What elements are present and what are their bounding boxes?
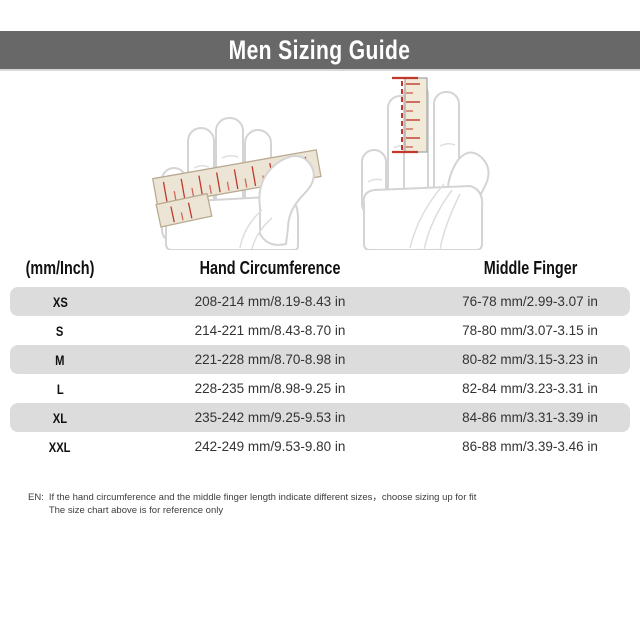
hand-circumference-value: 208-214 mm/8.19-8.43 in xyxy=(194,294,346,309)
table-row-xl: XL 235-242 mm/9.25-9.53 in 84-86 mm/3.31… xyxy=(10,403,630,432)
middle-finger-value: 84-86 mm/3.31-3.39 in xyxy=(462,410,598,425)
page-title: Men Sizing Guide xyxy=(229,34,411,65)
middle-finger-value: 78-80 mm/3.07-3.15 in xyxy=(462,323,598,338)
table-row-xs: XS 208-214 mm/8.19-8.43 in 76-78 mm/2.99… xyxy=(10,287,630,316)
hand-circumference-value: 235-242 mm/9.25-9.53 in xyxy=(194,410,346,425)
table-row-s: S 214-221 mm/8.43-8.70 in 78-80 mm/3.07-… xyxy=(10,316,630,345)
size-label: S xyxy=(56,322,64,339)
size-table: (mm/Inch) Hand Circumference Middle Fing… xyxy=(10,250,630,461)
footnote-line-2: The size chart above is for reference on… xyxy=(48,505,224,516)
title-bar: Men Sizing Guide xyxy=(0,31,640,71)
size-label: L xyxy=(56,380,64,397)
hand-circumference-value: 221-228 mm/8.70-8.98 in xyxy=(194,352,346,367)
footnote-language-label: EN: xyxy=(28,492,44,503)
size-label: XXL xyxy=(49,438,71,455)
size-label: XS xyxy=(52,293,68,310)
table-row-l: L 228-235 mm/8.98-9.25 in 82-84 mm/3.23-… xyxy=(10,374,630,403)
size-label: XL xyxy=(52,409,68,426)
size-label: M xyxy=(55,351,65,368)
column-header-hand-circumference: Hand Circumference xyxy=(199,258,341,278)
hand-circumference-icon xyxy=(151,117,322,250)
table-row-xxl: XXL 242-249 mm/9.53-9.80 in 86-88 mm/3.3… xyxy=(10,432,630,461)
table-header-row: (mm/Inch) Hand Circumference Middle Fing… xyxy=(10,250,630,287)
middle-finger-value: 76-78 mm/2.99-3.07 in xyxy=(462,294,598,309)
middle-finger-value: 86-88 mm/3.39-3.46 in xyxy=(462,439,598,454)
footnote-line-1: If the hand circumference and the middle… xyxy=(48,492,477,503)
footnote: EN: If the hand circumference and the mi… xyxy=(28,491,476,517)
table-row-m: M 221-228 mm/8.70-8.98 in 80-82 mm/3.15-… xyxy=(10,345,630,374)
hand-circumference-value: 214-221 mm/8.43-8.70 in xyxy=(194,323,346,338)
column-header-unit: (mm/Inch) xyxy=(25,258,95,278)
column-header-middle-finger: Middle Finger xyxy=(483,258,577,278)
hand-circumference-value: 228-235 mm/8.98-9.25 in xyxy=(194,381,346,396)
middle-finger-ruler-icon xyxy=(361,76,490,250)
hand-circumference-value: 242-249 mm/9.53-9.80 in xyxy=(194,439,346,454)
middle-finger-value: 80-82 mm/3.15-3.23 in xyxy=(462,352,598,367)
middle-finger-value: 82-84 mm/3.23-3.31 in xyxy=(462,381,598,396)
